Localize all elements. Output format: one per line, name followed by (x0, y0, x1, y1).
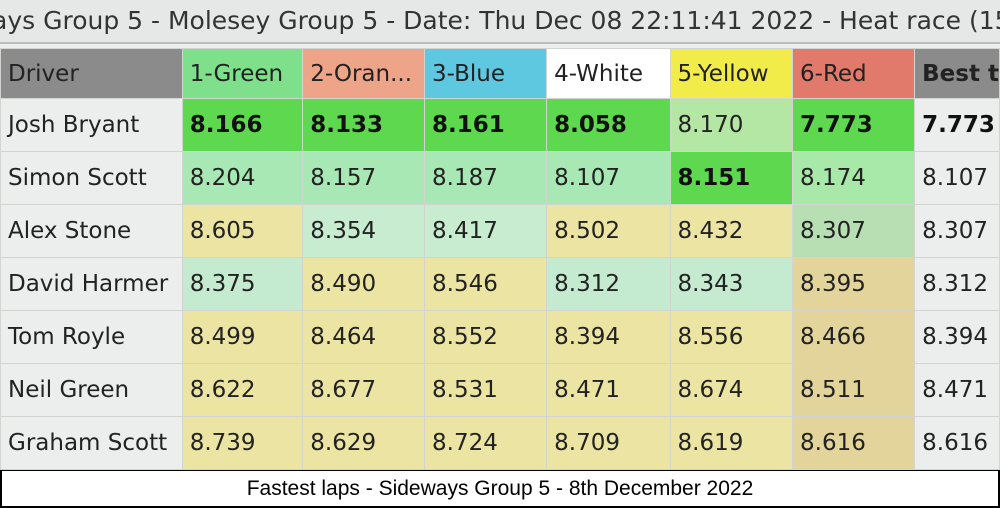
driver-name: Simon Scott (0, 151, 183, 205)
column-header[interactable]: 3-Blue (424, 48, 548, 99)
lap-time-cell: 8.677 (302, 363, 426, 417)
best-time-cell: 8.394 (914, 310, 1000, 364)
lap-time-cell: 8.375 (181, 257, 304, 311)
lap-time-cell: 8.464 (302, 310, 426, 364)
best-time-cell: 7.773 (914, 98, 1000, 152)
column-header[interactable]: 2-Oran... (302, 48, 426, 99)
lap-time-cell: 8.629 (302, 416, 426, 470)
table-row: Josh Bryant 8.166 8.133 8.161 8.058 8.170 7.77… (0, 98, 1000, 152)
lap-time-cell: 8.157 (302, 151, 426, 205)
lap-time-cell: 8.709 (546, 416, 671, 470)
column-header[interactable]: 5-Yellow (669, 48, 794, 99)
lap-time-cell: 8.312 (546, 257, 671, 311)
lap-time-cell: 8.499 (181, 310, 304, 364)
driver-name: Tom Royle (0, 310, 183, 364)
lap-time-cell: 8.739 (181, 416, 304, 470)
lap-time-cell: 8.502 (546, 204, 671, 258)
lap-time-cell: 7.773 (792, 98, 916, 152)
lap-time-cell: 8.531 (424, 363, 548, 417)
lap-time-cell: 8.490 (302, 257, 426, 311)
lap-time-cell: 8.432 (669, 204, 794, 258)
lap-time-cell: 8.133 (302, 98, 426, 152)
lap-time-cell: 8.395 (792, 257, 916, 311)
screen-photo: ays Group 5 - Molesey Group 5 - Date: Th… (0, 0, 1000, 470)
lap-time-cell: 8.471 (546, 363, 671, 417)
lap-time-cell: 8.174 (792, 151, 916, 205)
lap-time-cell: 8.187 (424, 151, 548, 205)
table-row: Alex Stone 8.605 8.354 8.417 8.502 8.432 8.307… (0, 204, 1000, 258)
column-header[interactable]: Driver (0, 48, 183, 99)
best-time-cell: 8.107 (914, 151, 1000, 205)
lap-time-cell: 8.556 (669, 310, 794, 364)
driver-name: David Harmer (0, 257, 183, 311)
column-header[interactable]: 4-White (546, 48, 671, 99)
lap-time-cell: 8.307 (792, 204, 916, 258)
lap-time-cell: 8.674 (669, 363, 794, 417)
driver-name: Alex Stone (0, 204, 183, 258)
table-row: David Harmer 8.375 8.490 8.546 8.312 8.343 8.3… (0, 257, 1000, 311)
table-row: Graham Scott 8.739 8.629 8.724 8.709 8.619 8.6… (0, 416, 1000, 470)
best-time-cell: 8.312 (914, 257, 1000, 311)
table-row: Simon Scott 8.204 8.157 8.187 8.107 8.151 8.17… (0, 151, 1000, 205)
lap-time-cell: 8.511 (792, 363, 916, 417)
table-row: Tom Royle 8.499 8.464 8.552 8.394 8.556 8.466 8… (0, 310, 1000, 364)
caption: Fastest laps - Sideways Group 5 - 8th De… (2, 471, 998, 506)
lap-time-cell: 8.058 (546, 98, 671, 152)
lap-time-cell: 8.466 (792, 310, 916, 364)
lap-time-cell: 8.354 (302, 204, 426, 258)
lap-time-cell: 8.417 (424, 204, 548, 258)
lap-time-cell: 8.724 (424, 416, 548, 470)
lap-time-cell: 8.151 (669, 151, 794, 205)
lap-time-cell: 8.546 (424, 257, 548, 311)
best-time-cell: 8.616 (914, 416, 1000, 470)
lap-time-cell: 8.107 (546, 151, 671, 205)
lap-time-cell: 8.605 (181, 204, 304, 258)
lap-time-cell: 8.343 (669, 257, 794, 311)
race-title: ays Group 5 - Molesey Group 5 - Date: Th… (0, 0, 1000, 44)
lap-time-cell: 8.166 (181, 98, 304, 152)
driver-name: Graham Scott (0, 416, 183, 470)
lap-times-table: Driver 1-Green 2-Oran... 3-Blue 4-White 5-Yel… (0, 48, 1000, 470)
lap-time-cell: 8.619 (669, 416, 794, 470)
lap-time-cell: 8.622 (181, 363, 304, 417)
column-header[interactable]: 1-Green (181, 48, 304, 99)
driver-name: Josh Bryant (0, 98, 183, 152)
lap-time-cell: 8.170 (669, 98, 794, 152)
column-header[interactable]: 6-Red (792, 48, 916, 99)
table-row: Neil Green 8.622 8.677 8.531 8.471 8.674 8.511… (0, 363, 1000, 417)
column-header[interactable]: Best t (914, 48, 1000, 99)
lap-time-cell: 8.394 (546, 310, 671, 364)
best-time-cell: 8.471 (914, 363, 1000, 417)
best-time-cell: 8.307 (914, 204, 1000, 258)
lap-time-cell: 8.552 (424, 310, 548, 364)
driver-name: Neil Green (0, 363, 183, 417)
lap-time-cell: 8.161 (424, 98, 548, 152)
lap-time-cell: 8.204 (181, 151, 304, 205)
lap-time-cell: 8.616 (792, 416, 916, 470)
header-row: Driver 1-Green 2-Oran... 3-Blue 4-White 5-Yel… (0, 48, 1000, 99)
